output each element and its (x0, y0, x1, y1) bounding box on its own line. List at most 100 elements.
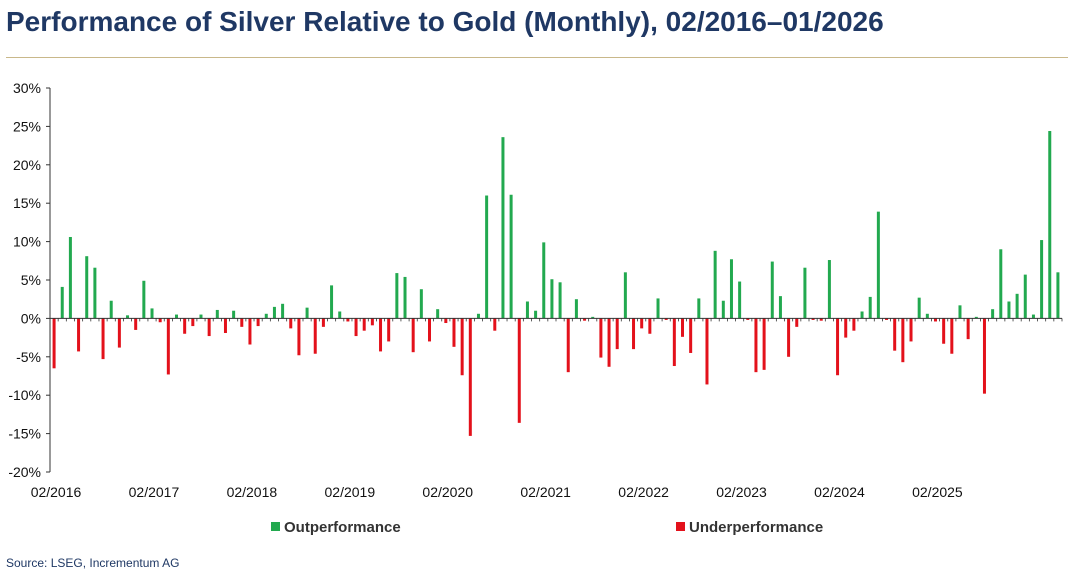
x-tick-label: 02/2017 (129, 484, 180, 500)
bar-underperformance (950, 318, 954, 354)
bar-underperformance (248, 318, 252, 345)
bar-underperformance (460, 318, 464, 376)
bar-outperformance (917, 297, 921, 319)
bar-underperformance (942, 318, 946, 344)
bar-outperformance (509, 194, 513, 319)
bar-underperformance (207, 318, 211, 337)
bar-underperformance (640, 318, 644, 329)
y-tick-label: 10% (13, 234, 41, 250)
x-tick-label: 02/2019 (325, 484, 376, 500)
bar-underperformance (289, 318, 293, 329)
bar-underperformance (362, 318, 366, 331)
bar-outperformance (419, 289, 423, 319)
x-tick-label: 02/2022 (618, 484, 669, 500)
bar-outperformance (501, 137, 505, 319)
bar-outperformance (1056, 272, 1060, 319)
bar-underperformance (387, 318, 391, 342)
bar-underperformance (811, 318, 815, 320)
bar-outperformance (436, 309, 440, 319)
y-axis-ticks (46, 87, 50, 473)
bar-underperformance (762, 318, 766, 370)
bar-underperformance (223, 318, 227, 333)
y-tick-label: 25% (13, 118, 41, 134)
bar-underperformance (787, 318, 791, 357)
bar-outperformance (1031, 314, 1035, 319)
bar-outperformance (1007, 301, 1011, 319)
bar-underperformance (615, 318, 619, 350)
source-note: Source: LSEG, Incrementum AG (6, 556, 180, 570)
bar-outperformance (803, 267, 807, 319)
x-tick-label: 02/2016 (31, 484, 82, 500)
bar-outperformance (85, 256, 89, 319)
bar-outperformance (827, 260, 831, 319)
bar-outperformance (525, 301, 529, 319)
bar-outperformance (1015, 293, 1019, 319)
bar-underperformance (411, 318, 415, 353)
bar-outperformance (175, 314, 178, 319)
bar-outperformance (876, 211, 880, 319)
legend-underperformance[interactable]: Underperformance (676, 519, 823, 536)
bar-underperformance (966, 318, 970, 340)
x-tick-label: 02/2020 (422, 484, 473, 500)
bar-outperformance (199, 314, 203, 319)
bar-underperformance (256, 318, 260, 327)
bar-outperformance (623, 272, 627, 319)
bar-outperformance (770, 261, 774, 319)
bar-underperformance (240, 318, 244, 327)
bar-underperformance (844, 318, 848, 338)
bar-outperformance (656, 298, 660, 319)
bar-underperformance (885, 318, 889, 320)
y-tick-label: -10% (8, 387, 41, 403)
bar-underperformance (517, 318, 521, 423)
bar-outperformance (272, 306, 276, 319)
bar-outperformance (68, 236, 72, 319)
x-tick-label: 02/2021 (520, 484, 571, 500)
bar-outperformance (1023, 274, 1027, 319)
bar-series (52, 131, 1060, 436)
bar-outperformance (738, 281, 742, 319)
legend-outperformance[interactable]: Outperformance (271, 519, 401, 536)
y-tick-label: 15% (13, 195, 41, 211)
bar-underperformance (819, 318, 823, 321)
bar-underperformance (746, 318, 750, 320)
bar-underperformance (428, 318, 431, 342)
x-tick-label: 02/2025 (912, 484, 963, 500)
bar-underperformance (754, 318, 758, 373)
bar-outperformance (713, 250, 717, 319)
bar-outperformance (1040, 240, 1044, 319)
bar-underperformance (632, 318, 636, 350)
y-tick-label: 0% (21, 310, 41, 326)
bar-underperformance (101, 318, 105, 360)
bar-outperformance (721, 300, 725, 319)
y-tick-label: 30% (13, 80, 41, 96)
bar-outperformance (542, 242, 546, 319)
bar-outperformance (1048, 131, 1052, 319)
y-tick-label: 5% (21, 272, 41, 288)
y-tick-label: -20% (8, 464, 41, 480)
bar-outperformance (109, 300, 113, 319)
bar-underperformance (689, 318, 693, 353)
bar-underperformance (166, 318, 170, 375)
bar-underperformance (313, 318, 317, 354)
bar-underperformance (444, 318, 448, 324)
bar-underperformance (599, 318, 603, 358)
bar-outperformance (305, 307, 309, 319)
bar-underperformance (934, 318, 937, 322)
bar-outperformance (126, 315, 130, 319)
bar-outperformance (991, 309, 995, 319)
bar-outperformance (485, 195, 489, 319)
bar-underperformance (607, 318, 611, 367)
x-tick-label: 02/2024 (814, 484, 865, 500)
bar-underperformance (705, 318, 709, 385)
bar-outperformance (215, 309, 219, 319)
bar-underperformance (117, 318, 121, 348)
bar-outperformance (330, 285, 334, 319)
bar-underperformance (836, 318, 840, 376)
axes (49, 88, 1063, 472)
bar-underperformance (493, 318, 497, 331)
bar-outperformance (778, 296, 782, 319)
bar-outperformance (232, 310, 236, 319)
bar-underperformance (909, 318, 913, 342)
bar-outperformance (558, 282, 562, 319)
bar-outperformance (574, 299, 578, 319)
